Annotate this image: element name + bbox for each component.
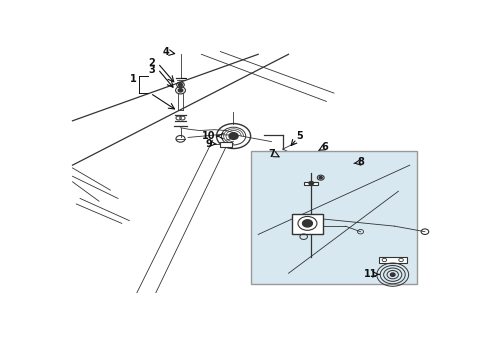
- Circle shape: [319, 176, 322, 179]
- Bar: [292, 214, 322, 234]
- Bar: [378, 257, 406, 263]
- Text: 11: 11: [364, 269, 377, 279]
- Text: 9: 9: [205, 139, 212, 149]
- Text: 2: 2: [148, 58, 155, 68]
- Text: 3: 3: [148, 64, 155, 75]
- Text: 6: 6: [321, 142, 327, 152]
- Text: 10: 10: [202, 131, 215, 141]
- Text: 8: 8: [356, 157, 363, 167]
- Circle shape: [389, 273, 394, 276]
- Circle shape: [308, 181, 313, 185]
- Circle shape: [302, 220, 312, 227]
- Text: 7: 7: [268, 149, 275, 159]
- Bar: [250, 151, 417, 284]
- Text: 5: 5: [296, 131, 303, 141]
- Text: 1: 1: [129, 74, 136, 84]
- Circle shape: [178, 84, 182, 86]
- Circle shape: [178, 89, 183, 92]
- Text: 4: 4: [163, 47, 169, 57]
- Bar: [304, 182, 317, 185]
- Circle shape: [228, 133, 238, 139]
- Bar: [220, 141, 231, 147]
